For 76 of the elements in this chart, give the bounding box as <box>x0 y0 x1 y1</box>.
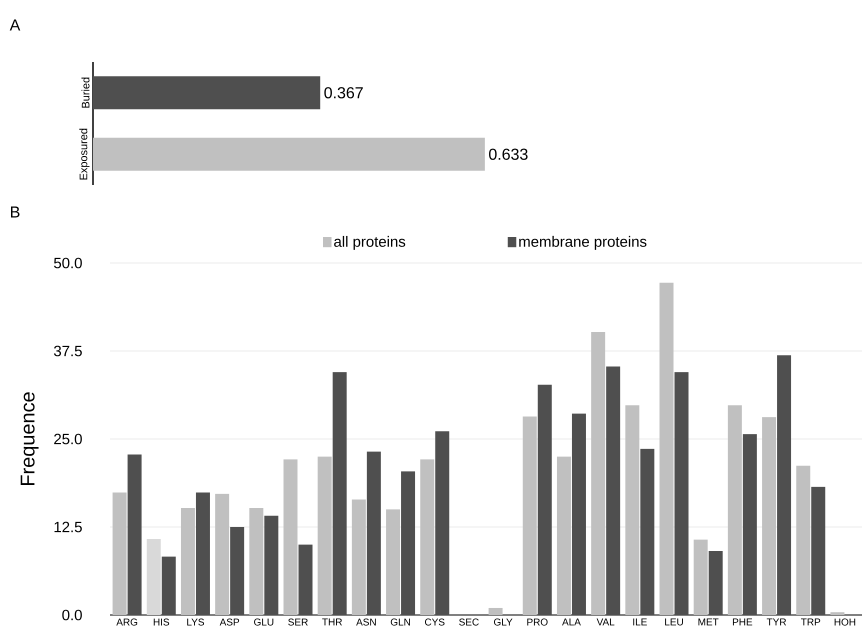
y-tick-label: 0.0 <box>62 610 82 620</box>
bar <box>298 544 313 616</box>
x-tick-label: ALA <box>562 618 581 626</box>
bar <box>284 459 298 616</box>
x-tick-label: SEC <box>459 618 479 626</box>
bar <box>674 372 689 616</box>
x-tick-label: ASN <box>356 618 376 626</box>
bar <box>606 366 620 616</box>
chart-title: B <box>10 206 20 218</box>
bar <box>660 282 674 616</box>
chart-title: A <box>10 20 20 30</box>
x-tick-label: TYR <box>766 618 786 626</box>
bar <box>435 431 450 616</box>
x-tick-label: PHE <box>732 618 752 626</box>
bar <box>796 466 810 616</box>
y-tick-label: 25.0 <box>54 434 82 444</box>
bar <box>538 384 552 616</box>
y-tick-label: Exposured <box>79 128 90 180</box>
y-axis-title: Frequence <box>20 392 39 485</box>
bar <box>230 527 244 616</box>
bar <box>591 332 606 616</box>
legend-label: all proteins <box>334 236 406 250</box>
y-tick-label: 50.0 <box>54 258 82 268</box>
bar <box>366 452 381 616</box>
x-tick-label: SER <box>288 618 308 626</box>
bar <box>625 405 640 616</box>
x-tick-label: MET <box>698 618 718 626</box>
bar <box>708 550 723 616</box>
x-tick-label: ARG <box>116 618 138 626</box>
bar <box>264 516 278 616</box>
bar <box>742 434 757 616</box>
data-label: 0.367 <box>324 87 363 98</box>
bar <box>332 372 347 616</box>
data-label: 0.633 <box>489 148 528 160</box>
bar <box>128 454 142 616</box>
bar <box>640 448 654 616</box>
x-tick-label: ILE <box>633 618 647 626</box>
x-tick-label: LEU <box>665 618 683 626</box>
x-tick-label: ASP <box>220 618 240 626</box>
bar <box>352 500 366 616</box>
bar <box>830 612 844 616</box>
x-tick-label: LYS <box>187 618 204 626</box>
x-tick-label: GLN <box>390 618 410 626</box>
x-tick-label: HOH <box>834 618 856 626</box>
y-tick-label: 12.5 <box>54 522 82 532</box>
x-tick-label: HIS <box>154 618 170 626</box>
x-tick-label: THR <box>322 618 342 626</box>
bar <box>556 456 571 616</box>
bar <box>318 456 332 616</box>
bar <box>162 556 176 616</box>
bar <box>762 417 776 616</box>
bar <box>488 608 503 616</box>
bar <box>215 494 230 616</box>
bar <box>522 416 537 616</box>
bar <box>728 405 742 616</box>
bar <box>112 492 127 616</box>
bar <box>777 355 792 616</box>
bar <box>572 414 586 616</box>
x-tick-label: PRO <box>527 618 548 626</box>
y-tick-label: 37.5 <box>54 346 82 356</box>
y-tick-label: Buried <box>81 78 90 108</box>
bar <box>180 508 195 616</box>
bar <box>386 509 400 616</box>
bar <box>146 538 161 616</box>
x-tick-label: GLY <box>494 618 512 626</box>
x-tick-label: CYS <box>424 618 445 626</box>
bar <box>401 471 416 616</box>
bar <box>694 540 708 616</box>
bar <box>811 486 826 616</box>
bar <box>196 492 210 616</box>
bar <box>420 459 434 616</box>
x-tick-label: TRP <box>800 618 820 626</box>
bar <box>249 508 264 616</box>
x-tick-label: VAL <box>596 618 614 626</box>
x-tick-label: GLU <box>254 618 274 626</box>
legend-label: membrane proteins <box>519 236 646 250</box>
